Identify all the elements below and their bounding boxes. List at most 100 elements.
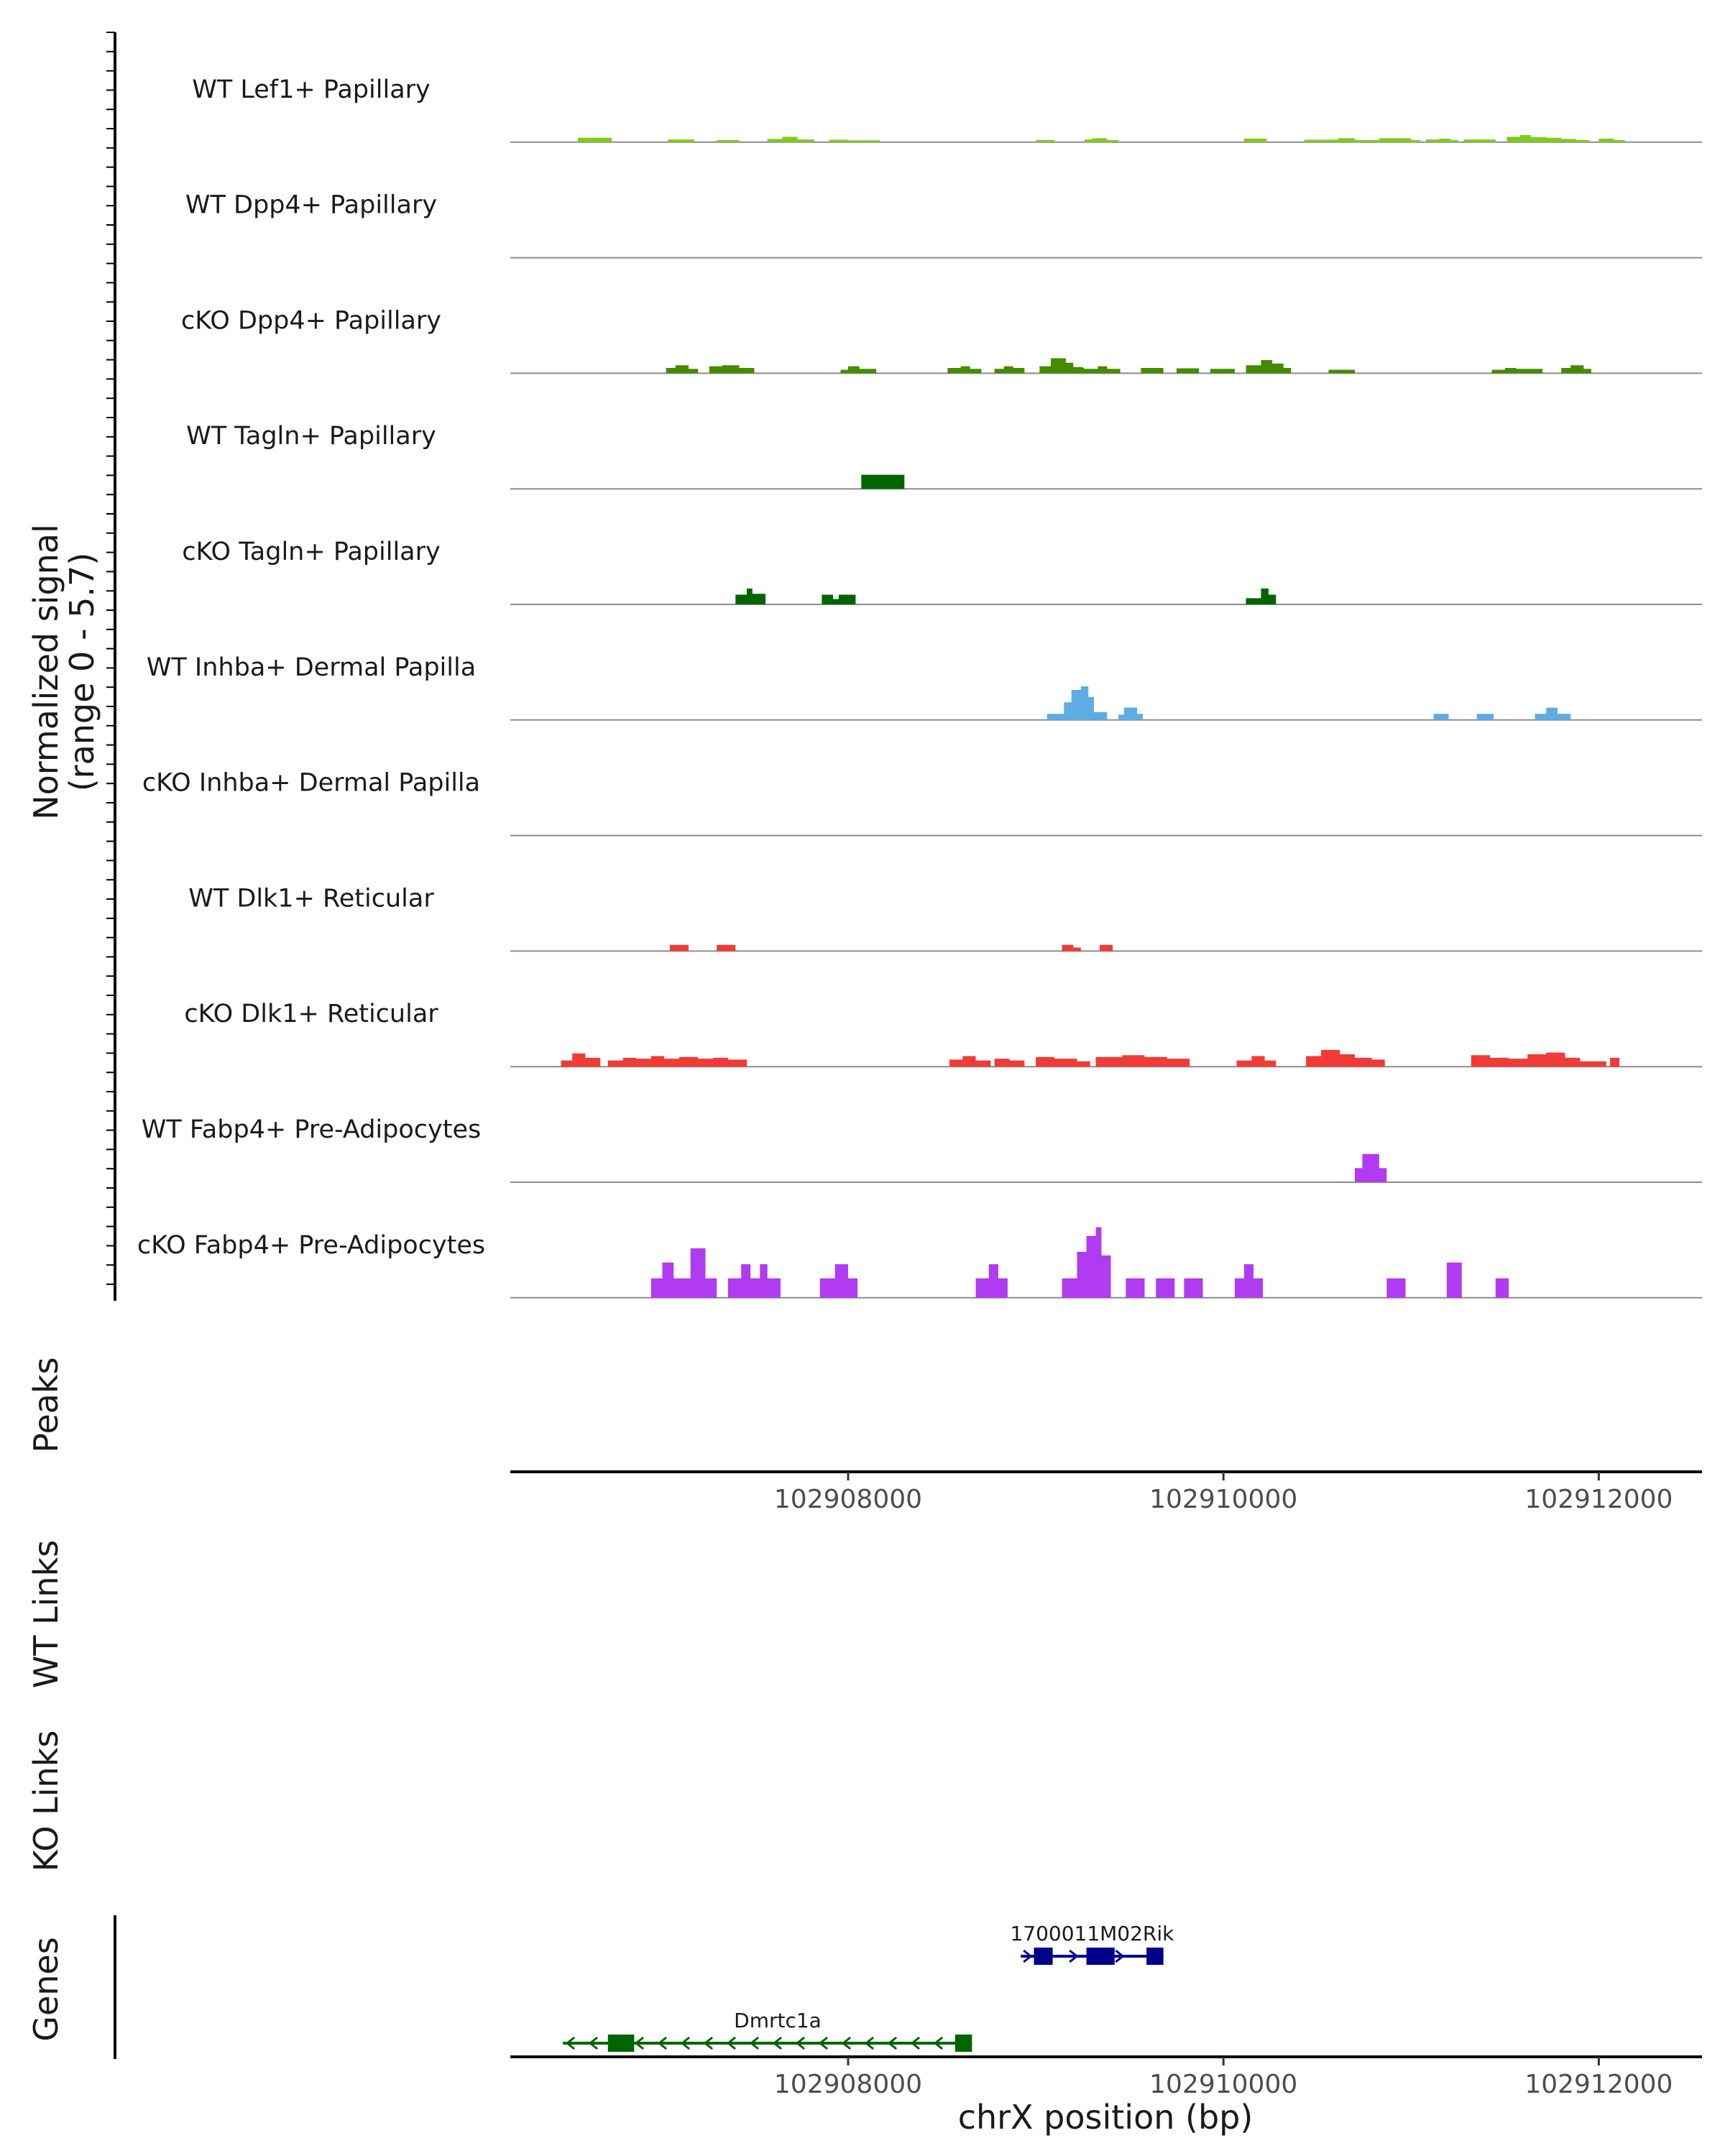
gene-model: Dmrtc1a (563, 2009, 972, 2052)
coverage-area (994, 1059, 1025, 1067)
strand-arrow (841, 2036, 852, 2050)
x-axis-title: chrX position (bp) (958, 2098, 1254, 2137)
strand-arrow (795, 2036, 806, 2050)
coverage-area (1610, 1057, 1620, 1067)
strand-arrow (818, 2036, 829, 2050)
genes-title: Genes (27, 1937, 65, 2041)
coverage-area (1246, 588, 1276, 604)
gene-label: 1700011M02Rik (1010, 1922, 1174, 1945)
coverage-area (607, 1056, 747, 1067)
coverage-area (1236, 1056, 1276, 1067)
coverage-area (1471, 1052, 1606, 1067)
coverage-area (1062, 1227, 1111, 1298)
coverage-area (1561, 365, 1591, 374)
coverage-area (1046, 686, 1108, 720)
coverage-area (735, 588, 766, 604)
gene-exon (1146, 1948, 1164, 1965)
y-axis-ticks (106, 32, 115, 1285)
coverage-area (1039, 358, 1121, 374)
coverage-area (1306, 1049, 1385, 1067)
wt-links-panel: WT Links (27, 1540, 65, 1688)
x-tick-label: 102912000 (1524, 1485, 1673, 1514)
x-tick-label: 102910000 (1149, 2070, 1297, 2099)
gene-exon (954, 2035, 972, 2052)
gene-exon (607, 2035, 635, 2052)
coverage-area (1118, 707, 1143, 720)
gene-label: Dmrtc1a (734, 2009, 822, 2032)
coverage-area (1243, 138, 1267, 142)
coverage-area (561, 1053, 601, 1067)
coverage-area (1085, 138, 1118, 142)
track-label: WT Tagln+ Papillary (186, 422, 436, 451)
coverage-area (1099, 944, 1113, 952)
track: WT Lef1+ Papillary (192, 75, 1702, 143)
wt-links-title: WT Links (27, 1540, 65, 1688)
strand-arrow (864, 2036, 875, 2050)
coverage-area (822, 594, 856, 604)
coverage-y-axis: Normalized signal (range 0 - 5.7) (27, 32, 116, 1301)
x-tick-label: 102908000 (774, 1485, 922, 1514)
track-label: WT Lef1+ Papillary (192, 75, 431, 104)
strand-arrow (703, 2036, 714, 2050)
coverage-tracks: WT Lef1+ Papillary WT Dpp4+ Papillary cKO … (137, 75, 1702, 1299)
genes-x-axis-ticks: 102908000 102910000 102912000 (774, 2057, 1673, 2099)
coverage-area (727, 1264, 781, 1298)
track-label: cKO Tagln+ Papillary (182, 538, 441, 566)
track-label: cKO Inhba+ Dermal Papilla (142, 769, 480, 798)
coverage-area (861, 474, 905, 489)
track: WT Dlk1+ Reticular (188, 884, 1702, 952)
coverage-area (1506, 135, 1590, 142)
coverage-area (1036, 1056, 1090, 1067)
x-tick-label: 102912000 (1524, 2070, 1673, 2099)
coverage-area (975, 1264, 1008, 1298)
coverage-area (709, 365, 755, 374)
coverage-area (1433, 714, 1449, 720)
coverage-area (1304, 138, 1421, 142)
gene-model: 1700011M02Rik (1010, 1922, 1174, 1965)
coverage-area (1355, 1153, 1387, 1182)
track-label: WT Inhba+ Dermal Papilla (147, 653, 476, 682)
strand-arrow (588, 2036, 599, 2050)
x-tick-label: 102908000 (774, 2070, 922, 2099)
coverage-area (1210, 369, 1235, 374)
coverage-area (1062, 944, 1081, 952)
track: cKO Dpp4+ Papillary (181, 306, 1702, 374)
coverage-area (1036, 139, 1055, 142)
peaks-panel: Peaks 102908000 102910000 102912000 (27, 1357, 1702, 1514)
coverage-area (840, 366, 877, 374)
strand-arrow (772, 2036, 783, 2050)
coverage-area (578, 137, 612, 142)
strand-arrow (1023, 1949, 1033, 1963)
coverage-area (666, 365, 699, 374)
strand-arrow (657, 2036, 668, 2050)
ko-links-title: KO Links (27, 1731, 65, 1872)
track: cKO Fabp4+ Pre-Adipocytes (137, 1227, 1702, 1299)
gene-models: 1700011M02Rik Dmrtc1a (563, 1922, 1174, 2052)
coverage-area (1476, 714, 1494, 720)
strand-arrow (887, 2036, 898, 2050)
track-label: WT Dlk1+ Reticular (188, 884, 434, 913)
track-label: WT Dpp4+ Papillary (185, 191, 437, 220)
track: cKO Tagln+ Papillary (182, 538, 1702, 605)
coverage-area (650, 1248, 717, 1298)
strand-arrow (1115, 1949, 1125, 1963)
coverage-area (1176, 368, 1200, 374)
coverage-area (1328, 369, 1355, 374)
track: WT Fabp4+ Pre-Adipocytes (142, 1115, 1702, 1183)
coverage-area (1491, 368, 1543, 374)
strand-arrow (933, 2036, 944, 2050)
coverage-area (994, 366, 1025, 374)
coverage-area (717, 944, 736, 952)
y-axis-subtitle: (range 0 - 5.7) (63, 553, 101, 792)
y-axis-title: Normalized signal (27, 524, 65, 820)
track: WT Dpp4+ Papillary (185, 191, 1702, 259)
strand-arrow (749, 2036, 760, 2050)
gene-exon (1034, 1948, 1053, 1965)
track: cKO Dlk1+ Reticular (184, 1000, 1702, 1068)
coverage-area (668, 139, 694, 142)
coverage-area (829, 139, 880, 142)
coverage-area (1426, 138, 1458, 142)
strand-arrow (1069, 1949, 1079, 1963)
